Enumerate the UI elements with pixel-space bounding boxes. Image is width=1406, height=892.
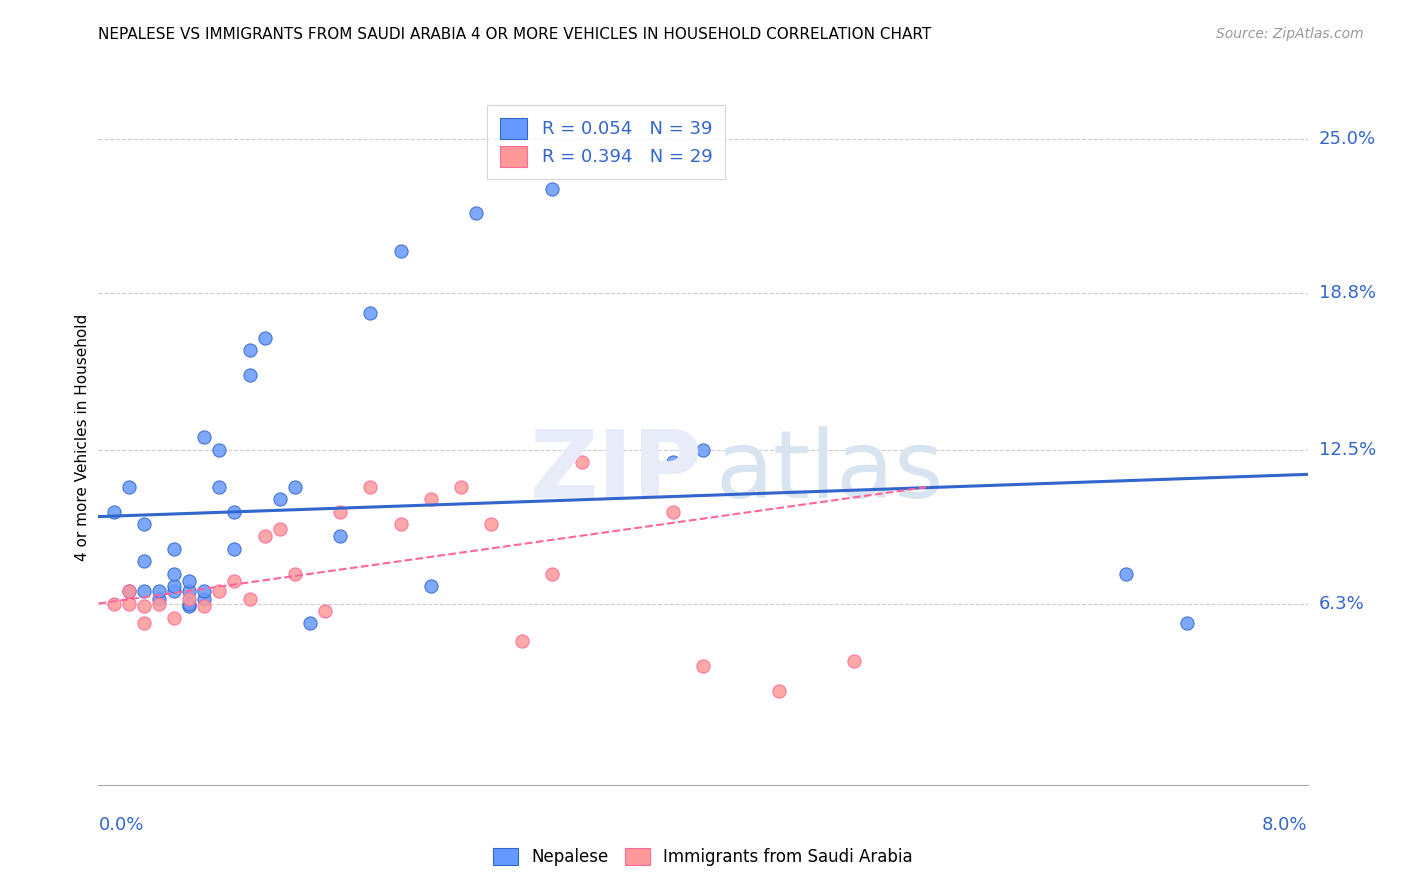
Point [465,206,488,220]
Point [253,529,276,543]
Point [661,455,683,469]
Point [571,455,593,469]
Point [284,480,307,494]
Point [118,480,141,494]
Point [239,591,262,606]
Point [163,566,186,581]
Text: atlas: atlas [716,425,943,518]
Text: 12.5%: 12.5% [1319,441,1376,458]
Point [224,541,246,556]
Point [118,597,141,611]
Text: 0.0%: 0.0% [98,815,143,833]
Point [359,306,381,320]
Point [193,599,215,613]
Point [661,505,683,519]
Point [768,683,790,698]
Point [239,343,262,357]
Point [163,611,186,625]
Point [208,442,231,457]
Point [103,505,125,519]
Point [269,522,291,536]
Text: 25.0%: 25.0% [1319,130,1376,148]
Point [269,492,291,507]
Y-axis label: 4 or more Vehicles in Household: 4 or more Vehicles in Household [75,313,90,561]
Point [450,480,472,494]
Point [208,584,231,599]
Point [148,597,170,611]
Point [132,516,155,531]
Point [419,579,441,593]
Point [692,658,714,673]
Point [540,566,562,581]
Point [163,541,186,556]
Point [179,574,201,589]
Point [163,579,186,593]
Point [179,599,201,613]
Point [132,599,155,613]
Point [224,505,246,519]
Point [314,604,336,618]
Point [193,591,215,606]
Point [389,244,412,258]
Point [103,597,125,611]
Point [132,554,155,568]
Point [224,574,246,589]
Point [329,505,352,519]
Point [118,584,141,599]
Point [692,442,714,457]
Point [208,480,231,494]
Point [193,584,215,599]
Point [253,331,276,345]
Point [540,181,562,195]
Text: Source: ZipAtlas.com: Source: ZipAtlas.com [1216,27,1364,41]
Text: ZIP: ZIP [530,425,703,518]
Point [359,480,381,494]
Point [148,584,170,599]
Point [1175,616,1198,631]
Point [510,633,533,648]
Text: NEPALESE VS IMMIGRANTS FROM SAUDI ARABIA 4 OR MORE VEHICLES IN HOUSEHOLD CORRELA: NEPALESE VS IMMIGRANTS FROM SAUDI ARABIA… [98,27,932,42]
Point [132,616,155,631]
Point [389,516,412,531]
Legend: Nepalese, Immigrants from Saudi Arabia: Nepalese, Immigrants from Saudi Arabia [485,840,921,875]
Point [163,584,186,599]
Point [299,616,322,631]
Text: 18.8%: 18.8% [1319,284,1375,302]
Text: 6.3%: 6.3% [1319,595,1364,613]
Point [148,591,170,606]
Legend: R = 0.054   N = 39, R = 0.394   N = 29: R = 0.054 N = 39, R = 0.394 N = 29 [488,105,725,179]
Point [284,566,307,581]
Point [193,430,215,444]
Point [419,492,441,507]
Point [118,584,141,599]
Point [132,584,155,599]
Point [179,597,201,611]
Point [239,368,262,382]
Point [479,516,503,531]
Point [329,529,352,543]
Point [179,584,201,599]
Point [844,654,866,668]
Point [1115,566,1137,581]
Point [179,591,201,606]
Text: 8.0%: 8.0% [1263,815,1308,833]
